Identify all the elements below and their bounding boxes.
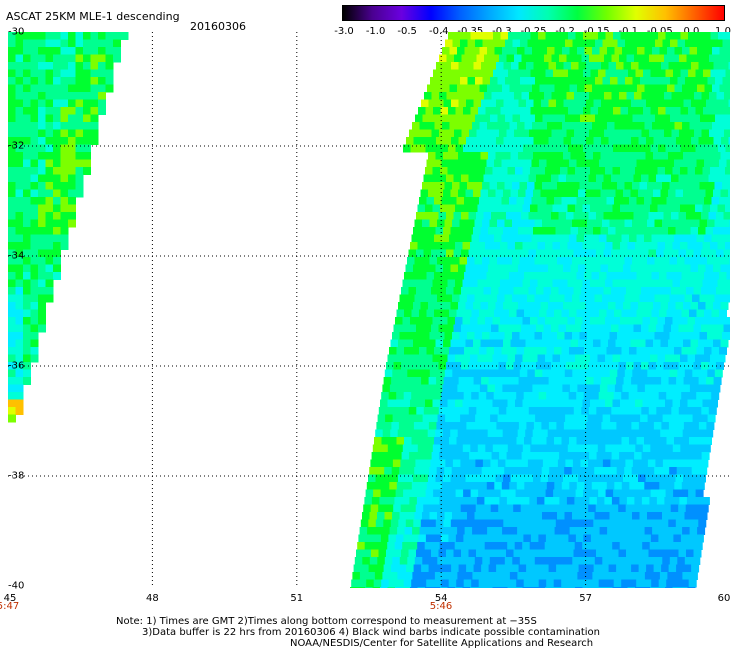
colorbar-tick: -0.1 [618,26,639,37]
colorbar-tick: -0.35 [457,26,484,37]
colorbar-tick: -0.5 [397,26,417,37]
colorbar-tick: -0.4 [428,26,449,37]
note-line-1: Note: 1) Times are GMT 2)Times along bot… [116,616,537,627]
lon-label: 57 [579,593,592,604]
colorbar-tick: -0.05 [646,26,673,37]
colorbar-tick: 1.0 [715,26,731,37]
swath-cells [8,32,730,588]
lat-label: -30 [8,26,25,38]
colorbar-tick: -1.0 [365,26,386,37]
lon-label: 45 [3,593,17,604]
colorbar-tick: -3.0 [334,26,354,37]
chart-date: 20160306 [190,20,246,33]
colorbar-tick: -0.25 [520,26,547,37]
lat-label: -32 [8,140,25,152]
lon-label: 48 [146,593,159,604]
note-line-2: 3)Data buffer is 22 hrs from 20160306 4)… [142,627,600,638]
time-label-center: 5:46 [429,601,453,612]
colorbar-tick: 0.0 [683,26,700,37]
lat-label: -40 [8,580,25,592]
time-label-left: 5:47 [0,601,20,612]
colorbar-tick: -0.3 [492,26,512,37]
colorbar-tick: -0.2 [555,26,575,37]
lat-label: -34 [8,250,25,262]
credit-line: NOAA/NESDIS/Center for Satellite Applica… [290,638,594,649]
lon-label: 54 [434,593,448,604]
lat-label: -38 [8,470,25,482]
lon-label: 51 [290,593,304,604]
colorbar [342,5,725,21]
colorbar-tick: -0.15 [583,26,610,37]
map-panel [8,32,730,588]
lon-label: 60 [717,593,731,604]
chart-title: ASCAT 25KM MLE-1 descending [6,10,180,23]
lat-label: -36 [8,360,25,372]
